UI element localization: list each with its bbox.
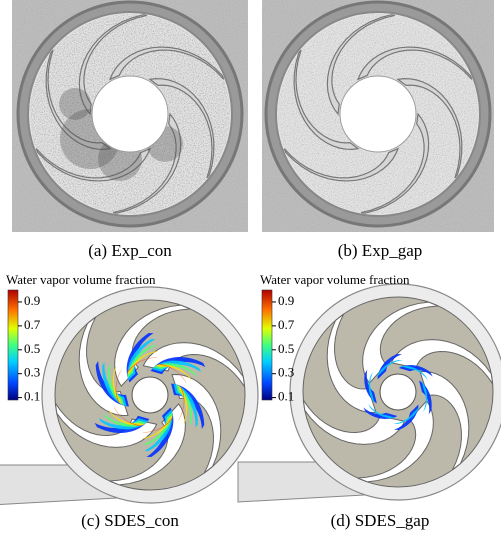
panel-caption: (b) Exp_gap [338,241,423,260]
colorbar-tick-label: 0.9 [278,293,294,308]
panel-caption: (a) Exp_con [88,241,172,260]
figure: (a) Exp_con (b) Exp_gap (c) SDES_con (d) SD… [0,0,501,541]
colorbar-tick-label: 0.9 [24,293,40,308]
colorbar-tick-label: 0.7 [278,317,295,332]
colorbar-tick-label: 0.1 [24,389,40,404]
hub [380,374,416,410]
colorbar [262,290,272,400]
colorbar-title: Water vapor volume fraction [6,272,156,287]
colorbar-title: Water vapor volume fraction [260,272,410,287]
colorbar [8,290,18,400]
cavity-cloud [59,88,91,120]
colorbar-tick-label: 0.5 [24,341,40,356]
colorbar-tick-label: 0.3 [24,365,40,380]
panel-caption: (d) SDES_gap [331,511,430,530]
photo [12,0,248,232]
photo [262,0,494,232]
colorbar-tick-label: 0.3 [278,365,294,380]
panel-caption: (c) SDES_con [81,511,179,530]
hub [340,76,416,152]
hub [92,76,168,152]
colorbar-tick-label: 0.5 [278,341,294,356]
colorbar-tick-label: 0.1 [278,389,294,404]
colorbar-tick-label: 0.7 [24,317,41,332]
hub [132,377,168,413]
